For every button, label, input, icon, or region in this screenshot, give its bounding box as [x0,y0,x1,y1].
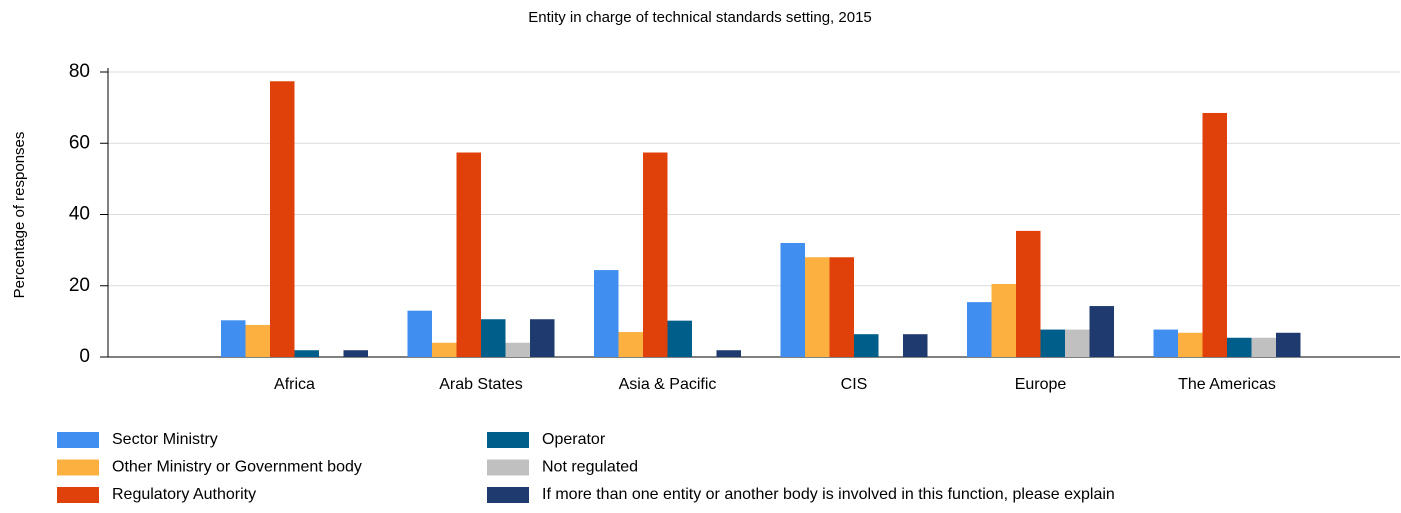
legend-label: Other Ministry or Government body [112,459,362,476]
bar [270,81,295,357]
legend-label: Operator [542,431,606,448]
bar [432,342,457,357]
bar [1065,329,1090,357]
legend-swatch [487,432,529,448]
bar [294,350,319,357]
bar [221,320,246,357]
x-tick-label: Asia & Pacific [619,376,717,393]
bar [343,350,368,357]
bar [829,257,854,357]
x-tick-label: Arab States [439,376,523,393]
bar [667,320,692,357]
x-tick-label: The Americas [1178,376,1276,393]
legend-swatch [57,487,99,503]
legend-label: If more than one entity or another body … [542,486,1115,503]
bar [1202,112,1227,357]
legend-swatch [57,432,99,448]
bar [618,332,643,357]
bar [481,319,506,357]
y-tick-label: 80 [69,61,90,82]
legend-label: Not regulated [542,459,638,476]
bar [530,319,555,357]
bar [716,350,741,357]
bar [1040,329,1065,357]
y-tick-label: 40 [69,204,90,225]
y-tick-label: 0 [79,346,90,367]
y-tick-label: 20 [69,275,90,296]
bar [407,310,432,357]
bar [1251,337,1276,357]
legend-swatch [57,459,99,476]
x-tick-label: Europe [1015,376,1067,393]
legend-swatch [487,487,529,503]
bar [1178,332,1203,357]
bar [1089,306,1114,357]
bar [245,324,270,357]
legend-swatch [487,459,529,476]
bar [643,152,668,357]
bar [967,302,992,357]
bar [854,334,879,357]
bar [805,257,830,357]
bar [1276,332,1301,357]
bar [594,270,619,357]
bar [505,342,530,357]
bar [1016,230,1041,357]
legend-label: Sector Ministry [112,431,218,448]
chart-title: Entity in charge of technical standards … [528,9,872,26]
y-tick-label: 60 [69,132,90,153]
bar [991,283,1016,357]
x-tick-label: Africa [274,376,315,393]
x-tick-label: CIS [841,376,868,393]
bar [456,152,481,357]
bar [1153,329,1178,357]
legend-label: Regulatory Authority [112,486,256,503]
y-axis-label: Percentage of responses [11,132,28,299]
bar [1227,337,1252,357]
bar [903,334,928,357]
bar [780,243,805,357]
